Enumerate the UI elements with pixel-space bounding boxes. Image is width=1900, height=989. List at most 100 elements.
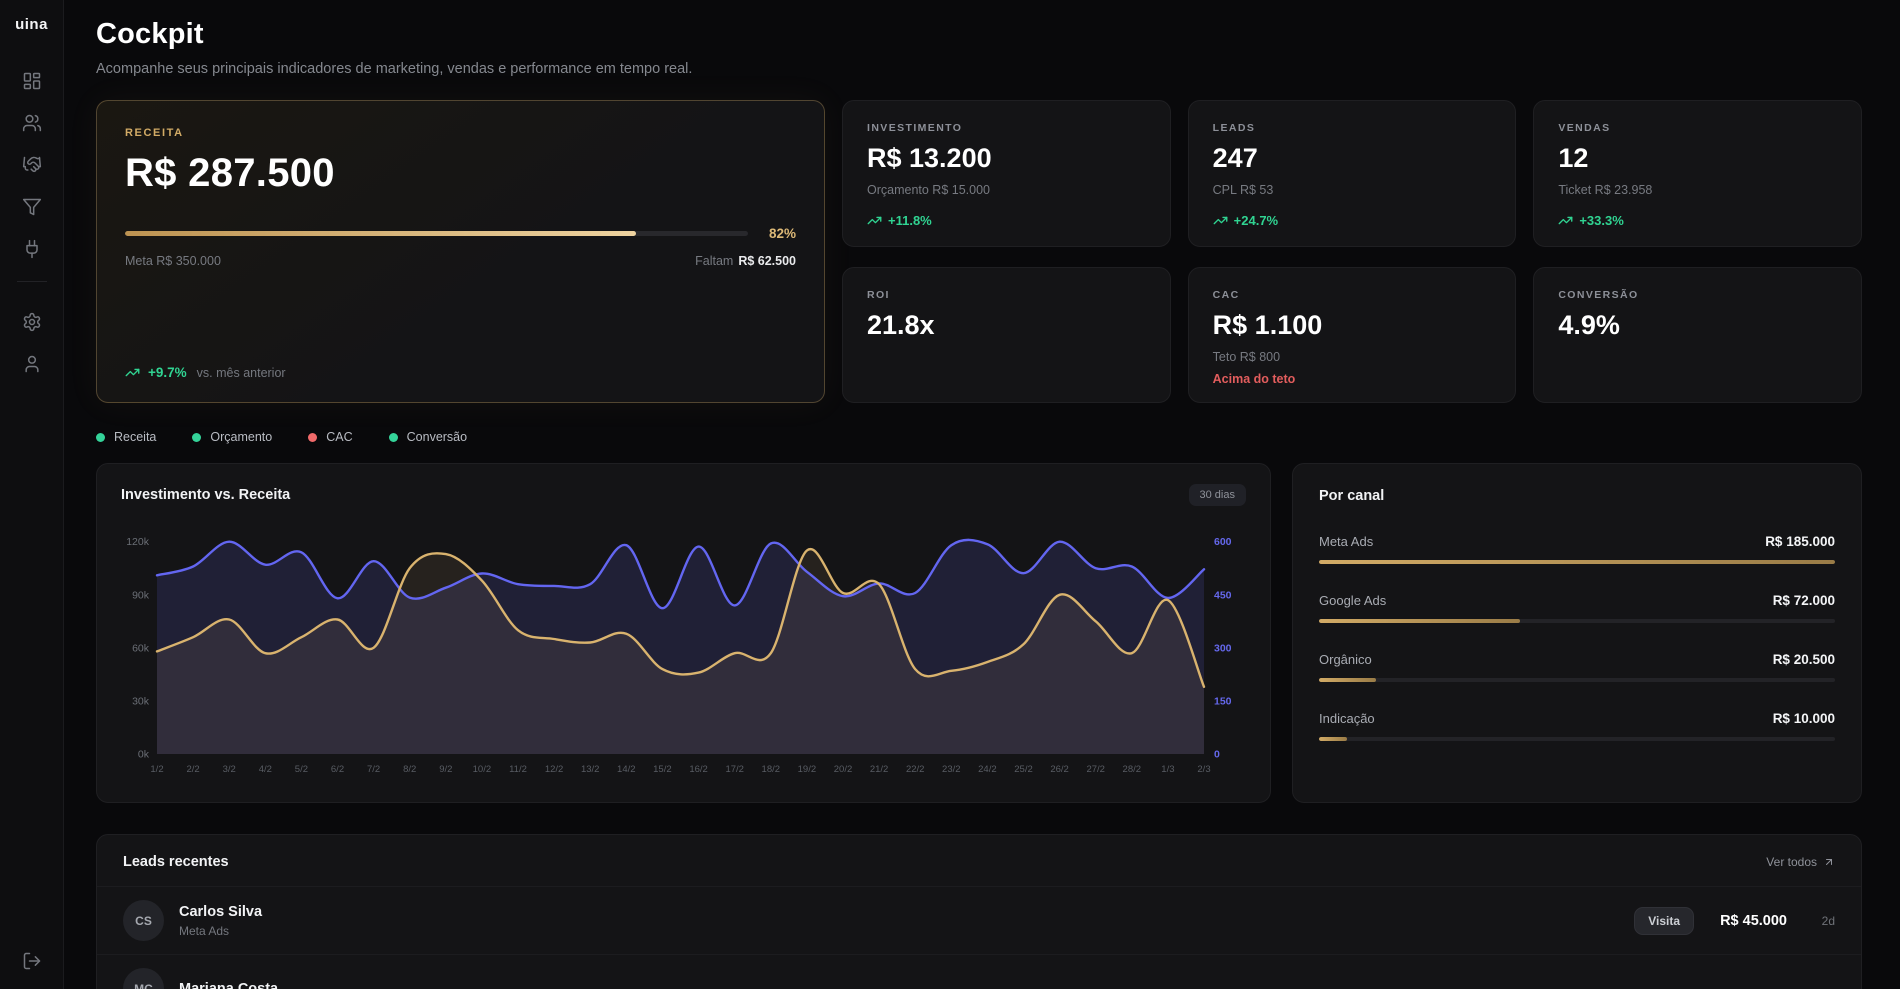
svg-text:150: 150	[1214, 695, 1232, 707]
trend-icon	[1558, 216, 1573, 225]
svg-text:600: 600	[1214, 536, 1232, 548]
handshake-icon	[22, 156, 41, 173]
svg-text:28/2: 28/2	[1123, 764, 1142, 775]
legend-item-receita[interactable]: Receita	[96, 430, 156, 444]
canal-item-meta-ads: Meta Ads R$ 185.000	[1319, 534, 1835, 564]
kpi-card-cac: CAC R$ 1.100 Teto R$ 800 Acima do teto	[1187, 267, 1517, 403]
sidebar-item-dashboard[interactable]	[22, 71, 42, 91]
investimento-receita-card: Investimento vs. Receita 30 dias 120k 90k…	[96, 463, 1271, 803]
brand-logo[interactable]: uina	[15, 16, 48, 33]
svg-text:4/2: 4/2	[259, 764, 272, 775]
canal-progress-track	[1319, 560, 1835, 564]
kpi-card-investimento: INVESTIMENTO R$ 13.200 Orçamento R$ 15.000…	[842, 100, 1171, 247]
legend-dot	[192, 432, 202, 442]
canal-label: Meta Ads	[1319, 534, 1374, 549]
kpi-trend: +24.7%	[1213, 213, 1492, 228]
receita-progress-track	[125, 231, 748, 236]
kpi-value: 12	[1558, 143, 1589, 173]
lead-info: Mariana Costa	[179, 981, 278, 989]
svg-text:5/2: 5/2	[295, 764, 308, 775]
legend-dot	[308, 432, 318, 442]
sidebar: uina	[0, 0, 64, 989]
leads-header: Leads recentes Ver todos	[97, 835, 1861, 886]
svg-text:17/2: 17/2	[725, 764, 744, 775]
canal-item-organico: Orgânico R$ 20.500	[1319, 652, 1835, 682]
svg-text:15/2: 15/2	[653, 764, 672, 775]
legend-dot	[96, 432, 105, 442]
canal-value: R$ 10.000	[1772, 711, 1835, 726]
sidebar-item-filter[interactable]	[22, 197, 42, 217]
legend-item-orcamento[interactable]: Orçamento	[192, 430, 272, 444]
kpi-subtext: CPL R$ 53	[1212, 183, 1274, 197]
receita-label: RECEITA	[125, 127, 184, 139]
kpi-card-roi: ROI 21.8x	[842, 267, 1171, 403]
sidebar-item-user[interactable]	[22, 354, 42, 374]
canal-label: Indicação	[1319, 711, 1375, 726]
lead-right: Visita R$ 45.000 2d	[1634, 906, 1835, 935]
legend-item-conversao[interactable]: Conversão	[388, 430, 467, 444]
kpi-label: INVESTIMENTO	[867, 122, 963, 134]
canal-progress-fill	[1319, 678, 1376, 682]
dashboard-icon	[23, 72, 40, 90]
canal-progress-track	[1319, 678, 1835, 682]
svg-text:18/2: 18/2	[762, 764, 781, 775]
svg-text:16/2: 16/2	[689, 764, 708, 775]
kpi-card-leads: LEADS 247 CPL R$ 53 +24.7%	[1187, 100, 1517, 247]
legend-item-cac[interactable]: CAC	[308, 430, 353, 444]
leads-title: Leads recentes	[123, 854, 229, 870]
canal-value: R$ 72.000	[1772, 593, 1835, 608]
svg-text:1/2: 1/2	[150, 764, 163, 775]
receita-progress-fill	[125, 231, 636, 236]
trending-up-icon	[1213, 213, 1228, 228]
kpi-grid: RECEITA R$ 287.500 82% Meta R$ 350.000 F…	[96, 100, 1862, 403]
kpi-value: R$ 13.200	[867, 143, 992, 173]
kpi-label: LEADS	[1212, 122, 1256, 134]
svg-text:6/2: 6/2	[331, 764, 344, 775]
canal-label: Google Ads	[1319, 593, 1387, 608]
main-content: Cockpit Acompanhe seus principais indica…	[64, 0, 1900, 989]
settings-icon	[23, 312, 40, 332]
trend-icon	[1213, 216, 1228, 225]
lead-age: 2d	[1821, 913, 1835, 928]
svg-text:120k: 120k	[126, 536, 150, 548]
kpi-value: 21.8x	[867, 310, 935, 340]
sidebar-footer	[22, 951, 42, 971]
leads-list: CS Carlos Silva Meta Ads Visita R$ 45.000 2d M…	[97, 886, 1861, 989]
svg-text:7/2: 7/2	[367, 764, 380, 775]
kpi-subtext: Teto R$ 800	[1212, 350, 1281, 364]
sidebar-nav	[22, 71, 42, 259]
sidebar-item-handshake[interactable]	[22, 155, 42, 175]
kpi-value: 4.9%	[1558, 310, 1620, 340]
svg-text:24/2: 24/2	[978, 764, 997, 775]
lead-row-mariana-costa[interactable]: MC Mariana Costa	[97, 954, 1861, 989]
sidebar-nav-secondary	[22, 312, 42, 374]
canal-progress-track	[1319, 737, 1835, 741]
avatar: MC	[123, 968, 164, 989]
users-icon	[22, 114, 41, 132]
kpi-value: R$ 1.100	[1212, 310, 1323, 340]
sidebar-item-logout[interactable]	[22, 951, 42, 971]
trend-icon	[867, 216, 882, 225]
kpi-card-receita: RECEITA R$ 287.500 82% Meta R$ 350.000 F…	[96, 100, 825, 403]
kpi-label: VENDAS	[1558, 122, 1611, 134]
svg-text:26/2: 26/2	[1050, 764, 1069, 775]
sidebar-item-settings[interactable]	[22, 312, 42, 332]
canal-label: Orgânico	[1319, 652, 1372, 667]
range-selector-chip[interactable]: 30 dias	[1188, 484, 1246, 506]
kpi-label: CAC	[1212, 289, 1240, 301]
canal-progress-track	[1319, 619, 1835, 623]
sidebar-item-plug[interactable]	[22, 239, 42, 259]
svg-text:0: 0	[1214, 749, 1220, 761]
canal-row: Orgânico R$ 20.500	[1319, 652, 1835, 667]
svg-text:1/3: 1/3	[1161, 764, 1174, 775]
svg-text:27/2: 27/2	[1086, 764, 1105, 775]
ver-todos-link[interactable]: Ver todos	[1766, 855, 1835, 869]
svg-text:10/2: 10/2	[473, 764, 492, 775]
receita-trend-value: +9.7%	[148, 365, 187, 380]
svg-text:12/2: 12/2	[545, 764, 564, 775]
svg-text:3/2: 3/2	[223, 764, 236, 775]
lead-row-carlos-silva[interactable]: CS Carlos Silva Meta Ads Visita R$ 45.000 2d	[97, 886, 1861, 954]
svg-text:22/2: 22/2	[906, 764, 925, 775]
sidebar-item-users[interactable]	[22, 113, 42, 133]
canal-value: R$ 185.000	[1765, 534, 1835, 549]
